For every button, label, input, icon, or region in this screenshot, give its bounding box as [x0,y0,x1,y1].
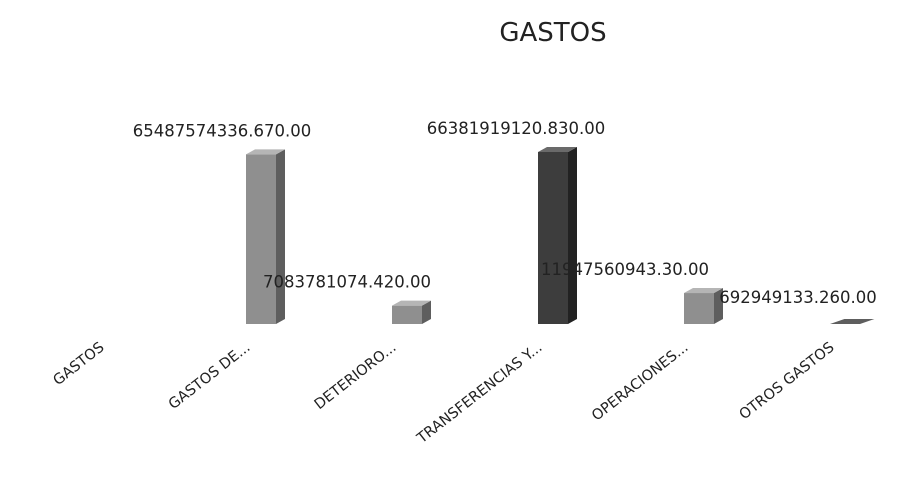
bar-front [246,154,276,324]
bar-front [392,305,422,324]
bar-top [246,149,285,155]
bar-top [830,319,875,324]
bars-group [246,147,875,324]
bar-top [538,147,577,152]
category-label: OPERACIONES... [589,340,691,425]
bar-front [684,293,714,324]
data-label: 65487574336.670.00 [133,121,311,140]
category-label: DETERIORO... [312,340,400,413]
bar-top [392,300,431,306]
category-label: GASTOS [50,340,107,389]
chart-title: GASTOS [499,18,606,48]
bar-front [538,152,568,324]
bar-top [684,288,723,294]
category-label: GASTOS DE... [166,340,254,413]
bar [392,300,431,324]
category-labels-group: GASTOS GASTOS DE... DETERIORO... TRANSFEREN… [50,340,837,448]
data-label: 7083781074.420.00 [263,273,431,292]
data-label: 692949133.260.00 [719,288,876,307]
data-label: 66381919120.830.00 [427,119,605,138]
bar-side [714,288,723,324]
data-labels-group: 65487574336.670.00 7083781074.420.00 66381… [133,119,877,307]
bar [246,149,285,324]
bar [684,288,723,324]
bar [538,147,577,324]
category-label: OTROS GASTOS [737,340,838,424]
bar-side [422,300,431,324]
bar-side [276,149,285,324]
data-label: 11947560943.30.00 [541,260,709,279]
bar-side [568,147,577,324]
bar [830,319,875,324]
category-label: TRANSFERENCIAS Y... [414,340,546,448]
